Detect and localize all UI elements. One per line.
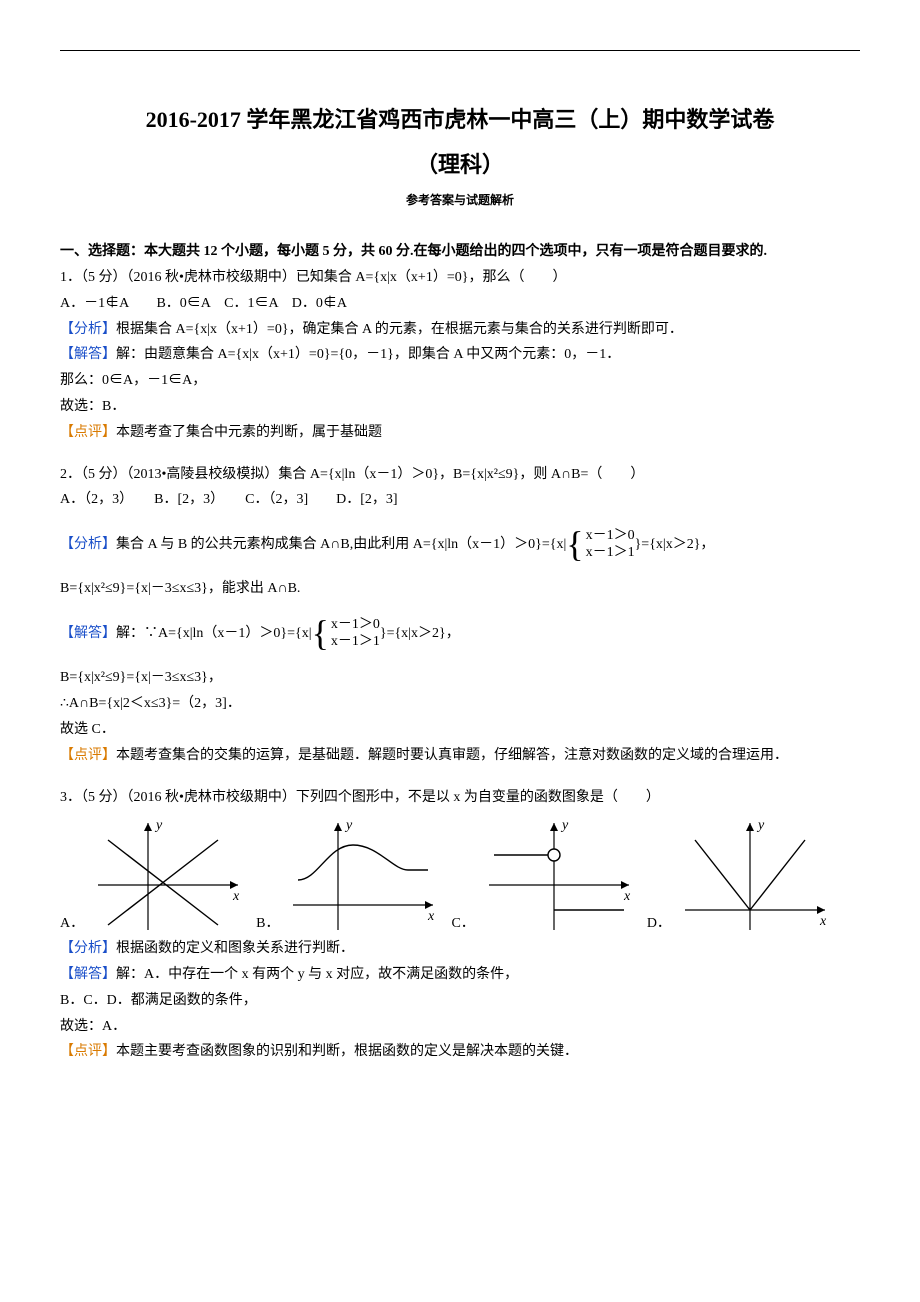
q2-analysis-pre: 集合 A 与 B 的公共元素构成集合 A∩B,由此利用 A={x|ln（x－1）… (116, 537, 566, 552)
brace-content: x－1＞0x－1＞1 (331, 617, 380, 651)
analysis-label: 【分析】 (60, 537, 116, 552)
svg-text:y: y (154, 818, 163, 833)
q2-stem: 2．（5 分）（2013•高陵县校级模拟）集合 A={x|ln（x－1）＞0}，… (60, 463, 860, 487)
q1-solve-1: 【解答】解：由题意集合 A={x|x（x+1）=0}={0，－1}，即集合 A … (60, 343, 860, 367)
graph-d-svg: x y (675, 815, 835, 935)
svg-text:y: y (344, 818, 353, 833)
brace-bot: x－1＞1 (331, 634, 380, 651)
graph-a-svg: x y (88, 815, 248, 935)
q1-review: 【点评】本题考查了集合中元素的判断，属于基础题 (60, 421, 860, 445)
q2-analysis: 【分析】集合 A 与 B 的公共元素构成集合 A∩B,由此利用 A={x|ln（… (60, 514, 860, 575)
left-brace-icon: { (312, 603, 329, 664)
q2-solve-pre: 解：∵A={x|ln（x－1）＞0}={x| (116, 626, 312, 641)
left-brace-icon: { (566, 514, 583, 575)
q2-solve-post: }={x|x＞2}， (380, 626, 460, 641)
brace-bot: x－1＞1 (586, 545, 635, 562)
q3-review-text: 本题主要考查函数图象的识别和判断，根据函数的定义是解决本题的关键． (116, 1044, 578, 1059)
svg-text:y: y (756, 818, 765, 833)
brace-content: x－1＞0x－1＞1 (586, 528, 635, 562)
q3-analysis-text: 根据函数的定义和图象关系进行判断． (116, 941, 354, 956)
review-label: 【点评】 (60, 748, 116, 763)
top-rule (60, 50, 860, 51)
q3-stem: 3．（5 分）（2016 秋•虎林市校级期中）下列四个图形中，不是以 x 为自变… (60, 786, 860, 810)
q1-solve-3: 故选：B． (60, 395, 860, 419)
q1-options: A．－1∉A B．0∈A C．1∈A D．0∉A (60, 292, 860, 316)
q3-solve-2: B．C．D．都满足函数的条件， (60, 989, 860, 1013)
q2-solve-2: B={x|x²≤9}={x|－3≤x≤3}， (60, 666, 860, 690)
q3-graphs-row: A． x y B． x y C． x (60, 815, 860, 935)
svg-text:x: x (232, 889, 240, 904)
q3-opt-c-label: C． (451, 912, 474, 936)
brace-top: x－1＞0 (586, 528, 635, 545)
analysis-label: 【分析】 (60, 941, 116, 956)
q2-review-text: 本题考查集合的交集的运算，是基础题．解题时要认真审题，仔细解答，注意对数函数的定… (116, 748, 788, 763)
q3-review: 【点评】本题主要考查函数图象的识别和判断，根据函数的定义是解决本题的关键． (60, 1040, 860, 1064)
q1-analysis: 【分析】根据集合 A={x|x（x+1）=0}，确定集合 A 的元素，在根据元素… (60, 318, 860, 342)
brace-block: {x－1＞0x－1＞1 (312, 603, 380, 664)
brace-top: x－1＞0 (331, 617, 380, 634)
q2-analysis-post: }={x|x＞2}， (635, 537, 715, 552)
svg-text:x: x (427, 909, 435, 924)
q3-graph-c: C． x y (451, 815, 638, 935)
q3-opt-a-label: A． (60, 912, 84, 936)
q3-graph-b: B． x y (256, 815, 443, 935)
q2-review: 【点评】本题考查集合的交集的运算，是基础题．解题时要认真审题，仔细解答，注意对数… (60, 744, 860, 768)
q3-opt-b-label: B． (256, 912, 279, 936)
analysis-label: 【分析】 (60, 322, 116, 337)
q3-solve-text-1: 解：A．中存在一个 x 有两个 y 与 x 对应，故不满足函数的条件， (116, 967, 518, 982)
svg-text:x: x (819, 914, 827, 929)
brace-block: {x－1＞0x－1＞1 (566, 514, 634, 575)
q1-stem: 1．（5 分）（2016 秋•虎林市校级期中）已知集合 A={x|x（x+1）=… (60, 266, 860, 290)
q3-solve-3: 故选：A． (60, 1015, 860, 1039)
subtitle: 参考答案与试题解析 (60, 190, 860, 210)
q1-analysis-text: 根据集合 A={x|x（x+1）=0}，确定集合 A 的元素，在根据元素与集合的… (116, 322, 683, 337)
title-main: 2016-2017 学年黑龙江省鸡西市虎林一中高三（上）期中数学试卷 (60, 101, 860, 138)
section-heading: 一、选择题：本大题共 12 个小题，每小题 5 分，共 60 分.在每小题给出的… (60, 240, 860, 264)
solve-label: 【解答】 (60, 967, 116, 982)
q2-options: A．（2，3） B．[2，3） C．（2，3] D．[2，3] (60, 488, 860, 512)
q2-analysis-2: B={x|x²≤9}={x|－3≤x≤3}，能求出 A∩B. (60, 577, 860, 601)
review-label: 【点评】 (60, 1044, 116, 1059)
title-sub: （理科） (60, 146, 860, 183)
q1-review-text: 本题考查了集合中元素的判断，属于基础题 (116, 425, 382, 440)
q3-graph-d: D． x y (647, 815, 835, 935)
solve-label: 【解答】 (60, 626, 116, 641)
svg-text:x: x (623, 889, 631, 904)
q3-solve-1: 【解答】解：A．中存在一个 x 有两个 y 与 x 对应，故不满足函数的条件， (60, 963, 860, 987)
q1-solve-2: 那么：0∈A，－1∈A， (60, 369, 860, 393)
q2-solve: 【解答】解：∵A={x|ln（x－1）＞0}={x|{x－1＞0x－1＞1}={… (60, 603, 860, 664)
spacer (60, 770, 860, 784)
q2-solve-3: ∴A∩B={x|2＜x≤3}=（2，3]． (60, 692, 860, 716)
q2-solve-4: 故选 C． (60, 718, 860, 742)
solve-label: 【解答】 (60, 347, 116, 362)
review-label: 【点评】 (60, 425, 116, 440)
graph-b-svg: x y (283, 815, 443, 935)
q3-analysis: 【分析】根据函数的定义和图象关系进行判断． (60, 937, 860, 961)
q3-opt-d-label: D． (647, 912, 671, 936)
q3-graph-a: A． x y (60, 815, 248, 935)
spacer (60, 447, 860, 461)
q1-solve-text-1: 解：由题意集合 A={x|x（x+1）=0}={0，－1}，即集合 A 中又两个… (116, 347, 620, 362)
svg-text:y: y (560, 818, 569, 833)
graph-c-svg: x y (479, 815, 639, 935)
